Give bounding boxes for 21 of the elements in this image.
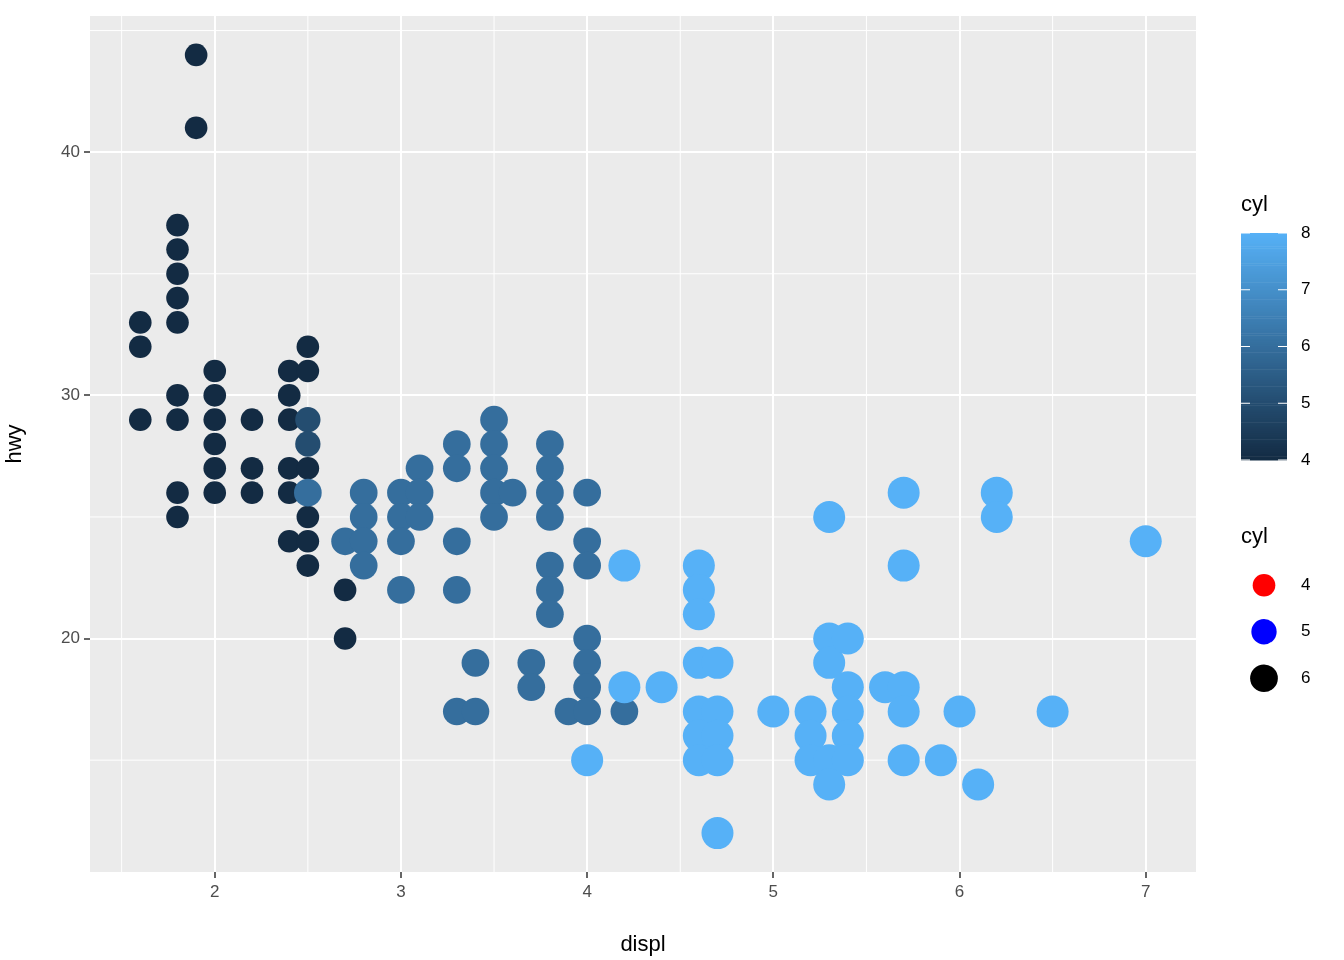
- x-tick-label: 5: [768, 881, 779, 901]
- y-axis-title: hwy: [1, 424, 27, 464]
- legend-label: 4: [1301, 574, 1311, 594]
- legend-title: cyl: [1241, 523, 1268, 549]
- y-tick-label: 40: [61, 141, 80, 161]
- x-tick-label: 3: [396, 881, 406, 901]
- color-bar-label: 5: [1301, 392, 1311, 412]
- y-tick-label: 20: [61, 628, 80, 648]
- x-tick-label: 4: [582, 881, 592, 901]
- legend-label: 6: [1301, 667, 1311, 687]
- x-tick-label: 7: [1140, 881, 1151, 901]
- x-tick-label: 2: [210, 881, 220, 901]
- color-bar-label: 8: [1301, 222, 1311, 242]
- y-tick-label: 30: [61, 385, 80, 405]
- color-bar-title: cyl: [1241, 191, 1268, 217]
- x-tick-label: 6: [954, 881, 965, 901]
- color-bar-label: 7: [1301, 279, 1311, 299]
- color-bar-label: 6: [1301, 336, 1311, 356]
- x-axis-title: displ: [620, 930, 666, 956]
- legend-label: 5: [1301, 621, 1311, 641]
- color-bar-label: 4: [1301, 449, 1311, 469]
